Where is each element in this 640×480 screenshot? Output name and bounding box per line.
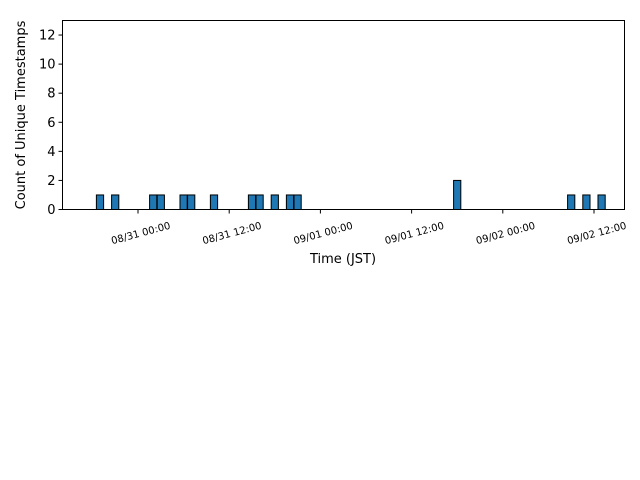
bar-5 [187,194,196,211]
y-tick-label-1: 2 [47,174,55,189]
bar-4 [179,194,188,211]
x-tick-label-3: 09/01 12:00 [384,221,446,247]
y-tick-label-5: 10 [39,58,56,73]
y-axis-label: Count of Unique Timestamps [14,20,29,209]
bar-12 [453,179,462,210]
bar-1 [111,194,120,211]
bar-8 [255,194,264,211]
plot-frame [62,20,625,210]
bar-0 [95,194,105,211]
bar-7 [247,194,257,211]
x-tick-label-4: 09/02 00:00 [475,221,537,247]
bar-11 [293,194,302,211]
y-tick-label-2: 4 [47,145,55,160]
x-tick-label-1: 08/31 12:00 [201,221,263,247]
bar-9 [270,194,279,211]
x-tick-label-2: 09/01 00:00 [293,221,355,247]
bars-layer [95,179,606,211]
bar-6 [209,194,219,211]
y-tick-label-6: 12 [39,29,56,44]
x-tick-label-5: 09/02 12:00 [566,221,628,247]
bar-3 [156,194,165,211]
y-tick-label-3: 6 [47,116,55,131]
x-axis-label: Time (JST) [309,252,376,267]
bar-10 [285,194,295,211]
x-axis: 08/31 00:00 08/31 12:00 09/01 00:00 09/01 1… [110,209,628,247]
bar-2 [149,194,158,211]
y-tick-label-4: 8 [47,87,55,102]
x-tick-label-0: 08/31 00:00 [110,221,172,247]
bar-15 [597,194,606,211]
y-tick-label-0: 0 [47,203,55,218]
bar-13 [567,194,576,211]
y-axis: 0 2 4 6 8 10 12 [39,29,63,218]
bar-14 [582,194,591,211]
